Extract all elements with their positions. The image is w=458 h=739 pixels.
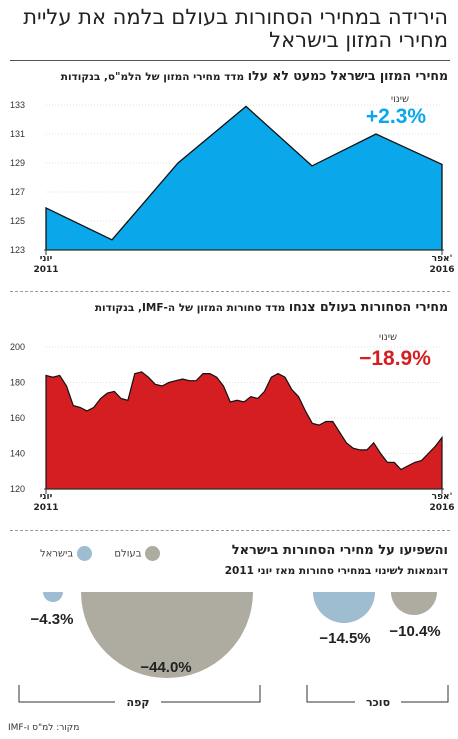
- legend-israel-label: בישראל: [40, 548, 74, 560]
- chart2-x-end-month: אפר': [432, 492, 453, 502]
- category-coffee-label: קפה: [127, 696, 150, 709]
- bubble-coffee-israel-value: −4.3%: [31, 611, 74, 628]
- category-sugar-label: סוכר: [366, 696, 390, 709]
- chart2-y-ticks: 120 140 160 180 200: [10, 342, 25, 494]
- y-tick-label: 129: [10, 158, 25, 168]
- chart2-x-start-month: יוני: [40, 492, 53, 502]
- y-tick-label: 180: [10, 378, 25, 388]
- chart1-x-start-month: יוני: [40, 254, 53, 264]
- y-tick-label: 127: [10, 187, 25, 197]
- bubbles-legend: בעולם בישראל: [40, 546, 161, 561]
- chart1-title: מחירי המזון בישראל כמעט לא עלו מדד מחירי…: [8, 68, 448, 83]
- chart2-title-rest: מדד סחורות המזון של ה-IMF, בנקודות: [94, 302, 286, 314]
- chart2-title: מחירי הסחורות בעולם צנחו מדד סחורות המזו…: [8, 299, 448, 314]
- chart2-title-bold: מחירי הסחורות בעולם צנחו: [288, 299, 448, 314]
- chart1-change-label: שינוי: [391, 94, 409, 105]
- bubble-sugar-world-value: −10.4%: [389, 623, 440, 640]
- chart2-x-end-year: 2016: [429, 503, 454, 513]
- headline: הירידה במחירי הסחורות בעולם בלמה את עליי…: [23, 5, 448, 52]
- bubbles-title: והשפיעו על מחירי הסחורות בישראל: [8, 543, 448, 558]
- y-tick-label: 131: [10, 129, 25, 139]
- chart1-title-rest: מדד מחירי המזון של הלמ"ס, בנקודות: [60, 71, 245, 83]
- bubble-coffee-israel: [43, 592, 63, 602]
- bubble-sugar-israel-value: −14.5%: [319, 630, 370, 647]
- chart1-x-end-year: 2016: [429, 265, 454, 275]
- divider: [10, 291, 450, 292]
- bubbles-title-text: והשפיעו על מחירי הסחורות בישראל: [231, 543, 448, 558]
- bubbles-chart: −44.0% −4.3% −14.5% −10.4% קפה סוכר: [18, 592, 449, 709]
- bubble-sugar-world: [391, 592, 437, 615]
- coffee-label-bg: [115, 695, 161, 709]
- chart2-change-value: −18.9%: [359, 347, 431, 370]
- chart2-commodity-prices-world: 120 140 160 180 200 יוני 2011 אפר' 2016 שינו…: [10, 332, 455, 513]
- bubble-sugar-israel: [313, 592, 375, 623]
- divider: [10, 530, 450, 531]
- legend-world-label: בעולם: [114, 548, 142, 560]
- chart1-food-prices-israel: 123 125 127 129 131 133 יוני 2011 אפר' 2016 ש…: [10, 94, 455, 275]
- sugar-label-bg: [355, 695, 401, 709]
- y-tick-label: 120: [10, 484, 25, 494]
- legend-world-swatch: [145, 546, 161, 561]
- y-tick-label: 200: [10, 342, 25, 352]
- chart1-x-end-month: אפר': [432, 254, 453, 264]
- chart1-title-bold: מחירי המזון בישראל כמעט לא עלו: [247, 68, 448, 83]
- bubbles-subtitle-text: דוגמאות לשינוי במחירי סחורות מאז יוני 20…: [224, 565, 448, 577]
- chart2-change-label: שינוי: [379, 332, 397, 343]
- legend-israel-swatch: [77, 546, 93, 561]
- y-tick-label: 125: [10, 216, 25, 226]
- y-tick-label: 133: [10, 100, 25, 110]
- divider: [10, 60, 450, 61]
- y-tick-label: 123: [10, 245, 25, 255]
- bubbles-subtitle: דוגמאות לשינוי במחירי סחורות מאז יוני 20…: [8, 563, 448, 577]
- chart1-change-value: +2.3%: [366, 105, 426, 128]
- chart1-x-start-year: 2011: [33, 265, 58, 275]
- source-note: מקור: למ"ס ו-IMF: [8, 723, 80, 733]
- bubble-coffee-world-value: −44.0%: [140, 659, 191, 676]
- y-tick-label: 140: [10, 449, 25, 459]
- chart1-y-ticks: 123 125 127 129 131 133: [10, 100, 25, 255]
- y-tick-label: 160: [10, 413, 25, 423]
- bubble-coffee-world: [81, 592, 253, 678]
- chart2-area: [45, 371, 443, 490]
- chart2-x-start-year: 2011: [33, 503, 58, 513]
